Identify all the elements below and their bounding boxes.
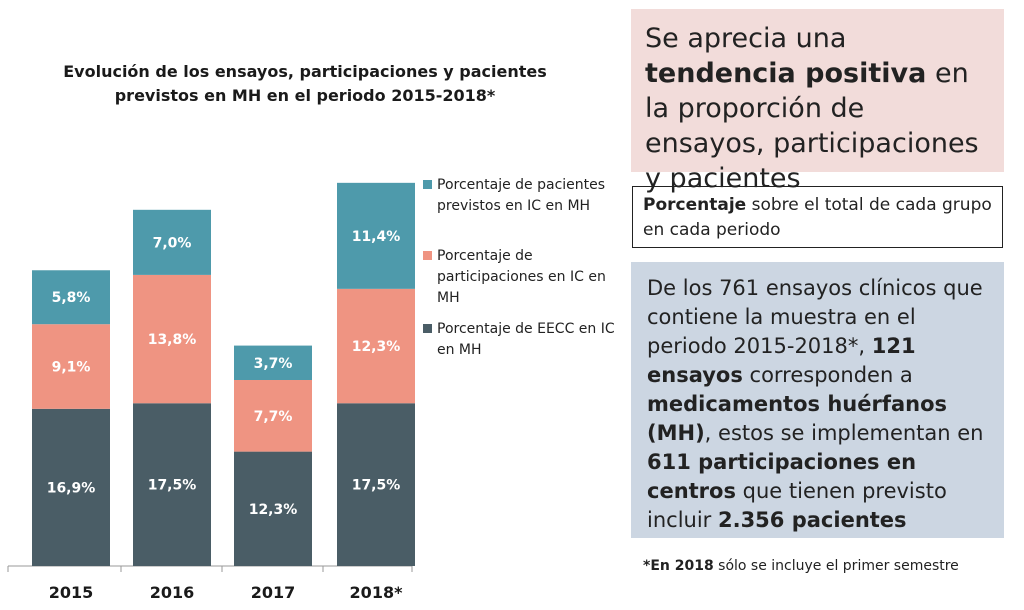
text-run: *En 2018 xyxy=(643,558,714,574)
bar-segment xyxy=(133,274,211,404)
trend-callout-box: Se aprecia una tendencia positiva en la … xyxy=(631,9,1004,194)
bar-segment xyxy=(337,288,415,404)
text-run: De los 761 ensayos clínicos que contiene… xyxy=(647,276,983,358)
text-run: tendencia positiva xyxy=(645,58,927,89)
text-run: corresponden a xyxy=(742,363,913,387)
text-run: 2.356 pacientes xyxy=(717,508,907,532)
data-label: 5,8% xyxy=(52,290,91,306)
text-run: sólo se incluye el primer semestre xyxy=(713,558,959,574)
data-label: 16,9% xyxy=(47,480,96,496)
footnote: *En 2018 sólo se incluye el primer semes… xyxy=(643,558,959,574)
percentage-note-box: Porcentaje sobre el total de cada grupo … xyxy=(632,186,1003,248)
text-run: medicamentos huérfanos (MH) xyxy=(647,392,948,445)
x-tick-label: 2018* xyxy=(350,583,404,602)
text-run: Porcentaje xyxy=(643,195,747,215)
bar-segment xyxy=(234,380,312,452)
legend-label: Porcentaje de EECC en IC en MH xyxy=(437,321,615,358)
data-label: 11,4% xyxy=(352,229,401,245)
bar-segment xyxy=(32,408,110,566)
legend-item: Porcentaje de EECC en IC en MH xyxy=(423,319,623,361)
x-tick-label: 2017 xyxy=(251,583,296,602)
bar-segment xyxy=(234,345,312,380)
data-label: 7,7% xyxy=(254,409,293,425)
chart-title: Evolución de los ensayos, participacione… xyxy=(63,62,547,105)
data-label: 9,1% xyxy=(52,360,91,376)
data-label: 12,3% xyxy=(249,502,298,518)
legend-swatch xyxy=(423,251,432,260)
bar-segment xyxy=(133,403,211,566)
bar-segment xyxy=(337,403,415,566)
data-label: 3,7% xyxy=(254,356,293,372)
text-run: 121 ensayos xyxy=(647,334,916,387)
text-run: Se aprecia una xyxy=(645,23,847,54)
x-tick-label: 2016 xyxy=(150,583,195,602)
text-run: que tienen previsto incluir xyxy=(647,479,947,532)
bar-segment xyxy=(32,270,110,325)
data-label: 7,0% xyxy=(153,235,192,251)
legend-label: Porcentaje de participaciones en IC en M… xyxy=(437,248,606,306)
text-run: sobre el total de cada grupo en cada per… xyxy=(643,195,992,240)
legend-swatch xyxy=(423,324,432,333)
data-label: 13,8% xyxy=(148,332,197,348)
summary-box: De los 761 ensayos clínicos que contiene… xyxy=(631,262,1004,538)
legend-item: Porcentaje de pacientes previstos en IC … xyxy=(423,175,623,217)
bar-segment xyxy=(32,324,110,409)
data-label: 12,3% xyxy=(352,339,401,355)
legend-swatch xyxy=(423,180,432,189)
text-run: en la proporción de ensayos, participaci… xyxy=(645,58,979,194)
bar-segment xyxy=(234,451,312,566)
bar-segment xyxy=(133,209,211,275)
bar-segment xyxy=(337,182,415,289)
text-run: 611 participaciones en centros xyxy=(647,450,917,503)
legend-item: Porcentaje de participaciones en IC en M… xyxy=(423,246,623,309)
data-label: 17,5% xyxy=(352,478,401,494)
text-run: , estos se implementan en xyxy=(704,421,984,445)
data-label: 17,5% xyxy=(148,478,197,494)
stacked-bar-chart: 16,9% 9,1% 5,8% 2015 17,5% 13,8% 7,0% 2016 12,3%… xyxy=(7,182,415,602)
x-tick-label: 2015 xyxy=(49,583,94,602)
legend-label: Porcentaje de pacientes previstos en IC … xyxy=(437,177,606,214)
